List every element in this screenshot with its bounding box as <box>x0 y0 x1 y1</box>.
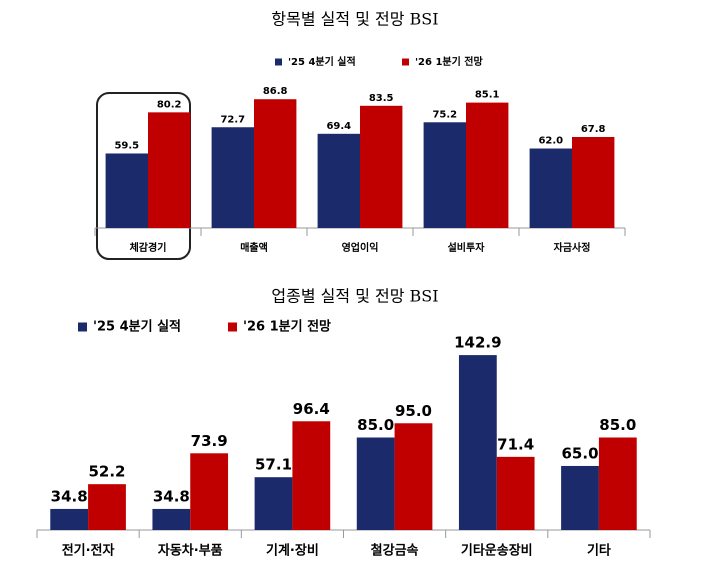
x-tick-label: 매출액 <box>240 241 268 254</box>
value-label: 71.4 <box>497 435 534 453</box>
legend-swatch <box>275 58 282 66</box>
value-label: 65.0 <box>562 444 599 462</box>
value-label: 34.8 <box>153 487 190 505</box>
value-label: 69.4 <box>326 121 351 132</box>
bar <box>105 153 148 228</box>
x-tick-label: 영업이익 <box>342 241 379 254</box>
value-label: 85.0 <box>357 416 394 434</box>
bar <box>317 133 360 228</box>
bar <box>152 508 191 530</box>
legend-swatch <box>402 58 409 66</box>
value-label: 52.2 <box>88 463 125 481</box>
bar <box>190 453 229 530</box>
bar <box>292 421 331 530</box>
value-label: 34.8 <box>51 487 88 505</box>
bar <box>254 477 293 530</box>
bar <box>458 355 497 530</box>
value-label: 95.0 <box>395 402 432 420</box>
bar <box>88 484 126 530</box>
legend-label: '26 1분기 전망 <box>243 319 331 335</box>
bar <box>50 508 89 530</box>
bar <box>572 136 615 228</box>
legend-swatch <box>78 322 87 332</box>
bar <box>360 105 403 228</box>
value-label: 72.7 <box>220 114 245 125</box>
value-label: 75.2 <box>432 109 457 120</box>
bar <box>148 112 191 228</box>
bar <box>423 122 466 228</box>
value-label: 85.0 <box>599 416 636 434</box>
value-label: 67.8 <box>581 124 606 135</box>
chart-title: 업종별 실적 및 전망 BSI <box>271 287 438 306</box>
x-tick-label: 체감경기 <box>130 241 167 254</box>
x-tick-label: 기계·장비 <box>266 543 319 559</box>
bar <box>598 437 637 530</box>
legend-label: '25 4분기 실적 <box>288 55 356 68</box>
x-tick-label: 자금사정 <box>554 241 591 254</box>
value-label: 96.4 <box>293 400 330 418</box>
x-tick-label: 기타운송장비 <box>461 543 533 559</box>
bar <box>466 102 509 228</box>
value-label: 73.9 <box>191 432 228 450</box>
chart-title: 항목별 실적 및 전망 BSI <box>271 10 438 29</box>
value-label: 80.2 <box>157 99 182 110</box>
bar <box>496 456 535 530</box>
value-label: 86.8 <box>263 86 288 97</box>
value-label: 59.5 <box>114 140 139 151</box>
bar <box>211 127 254 228</box>
bar <box>394 423 433 530</box>
legend-label: '26 1분기 전망 <box>415 55 483 68</box>
bar <box>254 99 297 228</box>
value-label: 85.1 <box>475 90 500 101</box>
legend-swatch <box>228 322 237 332</box>
x-tick-label: 철강금속 <box>371 543 419 559</box>
x-tick-label: 설비투자 <box>448 241 486 254</box>
legend-label: '25 4분기 실적 <box>93 319 181 335</box>
x-tick-label: 자동차·부품 <box>158 543 223 559</box>
bar <box>561 465 599 530</box>
x-tick-label: 전기·전자 <box>62 543 115 559</box>
bar <box>529 148 572 228</box>
value-label: 83.5 <box>369 93 394 104</box>
value-label: 142.9 <box>454 334 501 352</box>
x-tick-label: 기타 <box>587 543 611 559</box>
value-label: 62.0 <box>538 136 563 147</box>
value-label: 57.1 <box>255 456 292 474</box>
bar <box>356 437 395 530</box>
